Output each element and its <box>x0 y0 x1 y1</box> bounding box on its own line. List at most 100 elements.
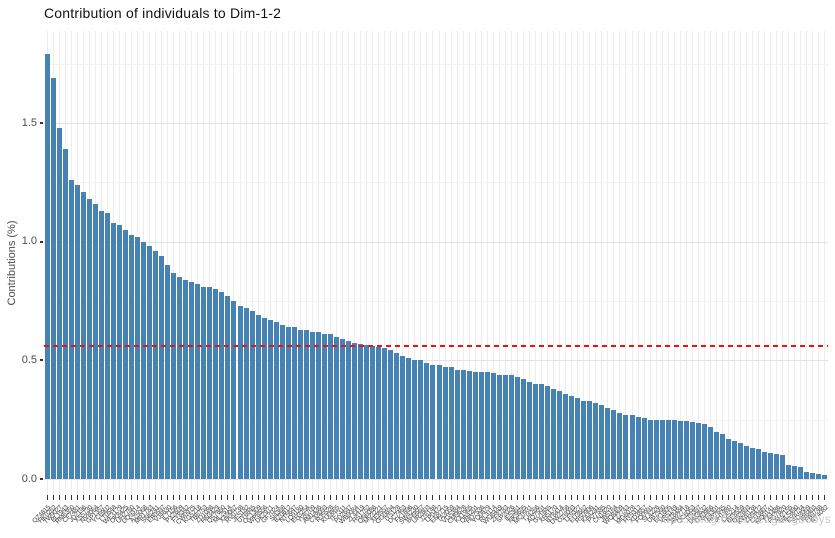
y-tick-mark <box>40 122 43 125</box>
bar <box>309 331 315 479</box>
gridline-major <box>44 123 828 125</box>
x-tick-mark <box>667 495 669 500</box>
gridline-vertical <box>715 31 717 495</box>
bar <box>786 464 792 479</box>
bar <box>593 403 599 479</box>
bar <box>641 418 647 479</box>
x-tick-mark <box>679 495 681 500</box>
gridline-vertical <box>173 31 175 495</box>
gridline-vertical <box>758 31 760 495</box>
gridline-vertical <box>227 31 229 495</box>
y-tick-label: 1.0 <box>21 235 37 248</box>
x-tick-mark <box>82 495 84 500</box>
x-tick-mark <box>366 495 368 500</box>
chart-title: Contribution of individuals to Dim-1-2 <box>44 5 282 21</box>
bar <box>713 431 719 479</box>
x-tick-mark <box>372 495 374 500</box>
gridline-vertical <box>709 31 711 495</box>
gridline-vertical <box>691 31 693 495</box>
x-tick-mark <box>275 495 277 500</box>
x-tick-mark <box>758 495 760 500</box>
x-tick-mark <box>619 495 621 500</box>
gridline-vertical <box>263 31 265 495</box>
x-tick-mark <box>553 495 555 500</box>
x-tick-mark <box>215 495 217 500</box>
x-tick-mark <box>58 495 60 500</box>
gridline-vertical <box>583 31 585 495</box>
bar <box>418 360 424 479</box>
gridline-vertical <box>577 31 579 495</box>
x-tick-mark <box>269 495 271 500</box>
bar <box>346 341 352 479</box>
x-tick-mark <box>149 495 151 500</box>
gridline-vertical <box>673 31 675 495</box>
bar <box>50 77 56 479</box>
gridline-vertical <box>631 31 633 495</box>
y-tick-label: 1.5 <box>21 116 37 129</box>
x-tick-mark <box>498 495 500 500</box>
x-tick-mark <box>504 495 506 500</box>
x-tick-mark <box>136 495 138 500</box>
bar <box>575 398 581 479</box>
x-tick-mark <box>209 495 211 500</box>
bar <box>707 426 713 479</box>
bar <box>134 236 140 479</box>
gridline-vertical <box>727 31 729 495</box>
bar <box>756 449 762 479</box>
gridline-vertical <box>516 31 518 495</box>
gridline-vertical <box>721 31 723 495</box>
x-tick-mark <box>396 495 398 500</box>
x-tick-mark <box>70 495 72 500</box>
bar <box>810 473 816 479</box>
x-tick-mark <box>191 495 193 500</box>
x-tick-mark <box>824 495 826 500</box>
watermark-text: https://blog.csdn.net/gangbobys <box>656 514 831 526</box>
bar <box>569 395 575 479</box>
gridline-vertical <box>305 31 307 495</box>
x-tick-mark <box>601 495 603 500</box>
gridline-vertical <box>589 31 591 495</box>
bar <box>496 374 502 479</box>
gridline-vertical <box>239 31 241 495</box>
x-tick-mark <box>251 495 253 500</box>
bar <box>364 344 370 479</box>
bar <box>177 277 183 479</box>
bar <box>321 334 327 479</box>
x-tick-mark <box>631 495 633 500</box>
gridline-vertical <box>329 31 331 495</box>
bar <box>454 369 460 479</box>
bar <box>768 452 774 479</box>
x-tick-mark <box>299 495 301 500</box>
gridline-vertical <box>788 31 790 495</box>
y-tick-mark <box>40 240 43 243</box>
average-reference-line <box>44 345 828 348</box>
y-tick-mark <box>40 478 43 480</box>
gridline-vertical <box>348 31 350 495</box>
gridline-vertical <box>794 31 796 495</box>
gridline-vertical <box>215 31 217 495</box>
x-tick-mark <box>112 495 114 500</box>
gridline-vertical <box>317 31 319 495</box>
bar <box>725 438 731 479</box>
x-tick-mark <box>414 495 416 500</box>
gridline-vertical <box>275 31 277 495</box>
bar <box>388 349 394 479</box>
gridline-vertical <box>342 31 344 495</box>
bar <box>86 198 92 479</box>
bar <box>340 338 346 479</box>
gridline-vertical <box>384 31 386 495</box>
bar <box>297 329 303 479</box>
bar <box>539 384 545 479</box>
gridline-vertical <box>770 31 772 495</box>
y-tick-mark <box>40 359 43 362</box>
gridline-vertical <box>752 31 754 495</box>
gridline-vertical <box>504 31 506 495</box>
bar <box>44 54 50 479</box>
gridline-vertical <box>535 31 536 495</box>
gridline-vertical <box>619 31 621 495</box>
x-tick-mark <box>402 495 404 500</box>
bar <box>774 454 780 479</box>
x-tick-mark <box>522 495 524 500</box>
x-tick-mark <box>329 495 331 500</box>
bar <box>110 222 116 479</box>
